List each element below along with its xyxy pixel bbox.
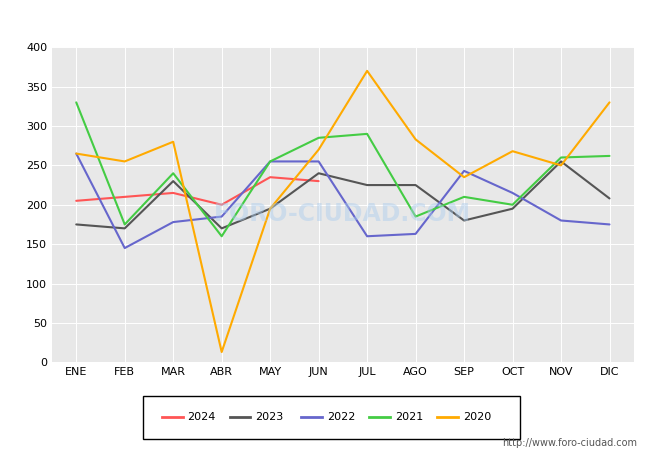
Text: 2021: 2021 [395,412,423,423]
FancyBboxPatch shape [143,396,520,439]
Text: http://www.foro-ciudad.com: http://www.foro-ciudad.com [502,438,637,448]
Text: 2023: 2023 [255,412,283,423]
Text: 2020: 2020 [463,412,491,423]
Text: 2022: 2022 [327,412,356,423]
Text: FORO-CIUDAD.COM: FORO-CIUDAD.COM [214,202,471,226]
Text: Matriculaciones de Vehiculos en Jaén: Matriculaciones de Vehiculos en Jaén [172,9,478,28]
Text: 2024: 2024 [187,412,216,423]
